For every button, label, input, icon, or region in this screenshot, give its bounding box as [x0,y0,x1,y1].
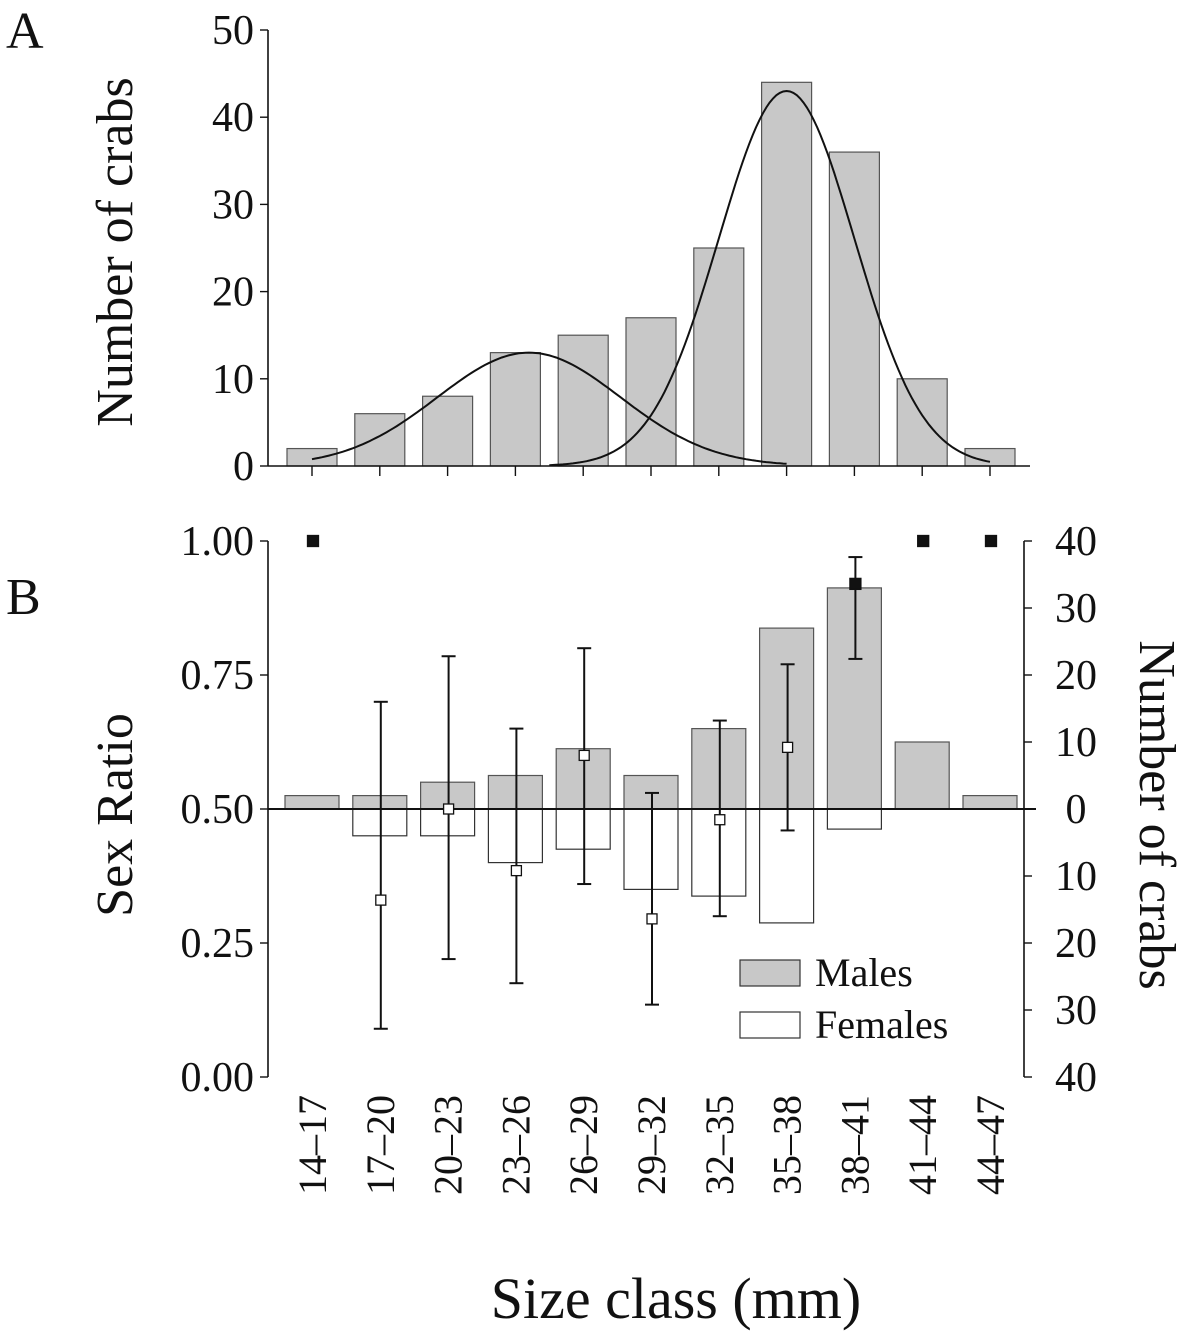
panel-b-ratio-markers [306,534,998,925]
panel-a-y-tick-label-10: 10 [212,357,254,403]
left-tick-label-0.50: 0.50 [181,787,255,833]
panel-a-bar-32-35 [693,247,745,467]
panel-a-y-tick-label-50: 50 [212,8,254,54]
panel-a-y-tick-label-40: 40 [212,95,254,141]
panel-a-bar-20-23 [422,395,474,467]
legend-swatch-males [739,959,801,987]
left-tick-label-0.75: 0.75 [181,653,255,699]
panel-a-bar-17-20 [354,413,406,467]
left-tick-label-1.00: 1.00 [181,519,255,565]
right-tick-label-8: 40 [1055,1055,1097,1101]
sex-ratio-marker-17-20 [375,894,387,906]
panel-a-y-tick-label-30: 30 [212,182,254,228]
right-tick-label-7: 30 [1055,988,1097,1034]
sex-ratio-marker-38-41 [849,577,862,591]
sex-ratio-marker-14-17 [306,534,320,548]
panel-a-curve-cohort-1 [311,351,787,465]
sex-ratio-marker-35-38 [781,741,794,754]
left-tick-label-0.25: 0.25 [181,921,255,967]
panel-a-bar-35-38 [760,81,813,467]
panel-b-letter: B [6,569,41,626]
right-tick-label-5: 10 [1055,854,1097,900]
x-category-label-35-38: 35–38 [765,1095,810,1195]
x-category-label-44-47: 44–47 [968,1095,1013,1195]
males-bar-41-44 [894,741,950,810]
x-category-label-14-17: 14–17 [290,1095,335,1195]
males-bar-44-47 [962,794,1018,810]
right-tick-label-0: 40 [1055,519,1097,565]
legend-swatch-females [739,1011,801,1039]
panel-a-axes [267,30,1030,476]
panel-a-bar-29-32 [625,317,677,467]
panel-a-curve-cohort-2 [549,89,991,467]
x-category-label-29-32: 29–32 [629,1095,674,1195]
right-tick-label-2: 20 [1055,653,1097,699]
panel-b-right-axis-title: Number of crabs [1128,640,1185,989]
panel-a-y-axis-title: Number of crabs [87,77,144,426]
panel-a-bars [286,81,1016,467]
panel-a-bar-38-41 [828,151,881,467]
panel-b-left-axis-title: Sex Ratio [87,713,144,917]
panel-a-bar-23-26 [489,352,541,467]
right-tick-label-3: 10 [1055,720,1097,766]
left-tick-label-0.00: 0.00 [181,1055,255,1101]
sex-ratio-marker-44-47 [984,534,998,548]
x-category-label-41-44: 41–44 [900,1095,945,1195]
panel-b-right-ticks: 40 30 20 10 0 10 20 30 40 [1024,519,1097,1101]
legend-label-males: Males [815,950,913,995]
panel-a-letter: A [6,3,44,60]
x-category-label-23-26: 23–26 [493,1095,538,1195]
x-category-label-32-35: 32–35 [697,1095,742,1195]
legend: Males Females [739,950,948,1047]
panel-b-sex-ratio: B Sex Ratio Number of crabs 0.00 0.25 0.50… [6,519,1185,1331]
panel-a-bar-14-17 [286,447,338,467]
x-category-label-17-20: 17–20 [358,1095,403,1195]
sex-ratio-marker-29-32 [646,913,658,925]
right-tick-label-1: 30 [1055,586,1097,632]
panel-a-y-tick-label-0: 0 [233,444,254,490]
panel-a-y-tick-label-20: 20 [212,270,254,316]
sex-ratio-marker-41-44 [917,534,930,548]
legend-label-females: Females [815,1002,948,1047]
panel-a-bar-41-44 [896,378,948,467]
males-bar-14-17 [284,794,340,810]
right-tick-label-6: 20 [1055,921,1097,967]
sex-ratio-marker-20-23 [442,803,455,815]
sex-ratio-marker-23-26 [510,864,523,877]
panel-a-y-ticks: 0 10 20 30 40 50 [212,8,268,490]
x-category-label-38-41: 38–41 [832,1095,877,1195]
panel-a-histogram: A Number of crabs 0 10 20 30 40 50 [6,3,1030,490]
panel-b-left-ticks: 0.00 0.25 0.50 0.75 1.00 [181,519,268,1101]
panel-a-fitted-curves [311,89,991,467]
x-axis-title: Size class (mm) [491,1266,861,1331]
x-category-label-20-23: 20–23 [426,1095,471,1195]
x-category-labels: 14–17 17–20 20–23 23–26 26–29 29–32 32–35 35–38… [290,1095,1013,1195]
right-tick-label-4: 0 [1066,787,1087,833]
panel-a-bar-26-29 [557,334,609,467]
x-category-label-26-29: 26–29 [561,1095,606,1195]
sex-ratio-marker-26-29 [578,749,590,762]
females-bar-38-41 [826,808,883,830]
sex-ratio-marker-32-35 [714,814,726,826]
